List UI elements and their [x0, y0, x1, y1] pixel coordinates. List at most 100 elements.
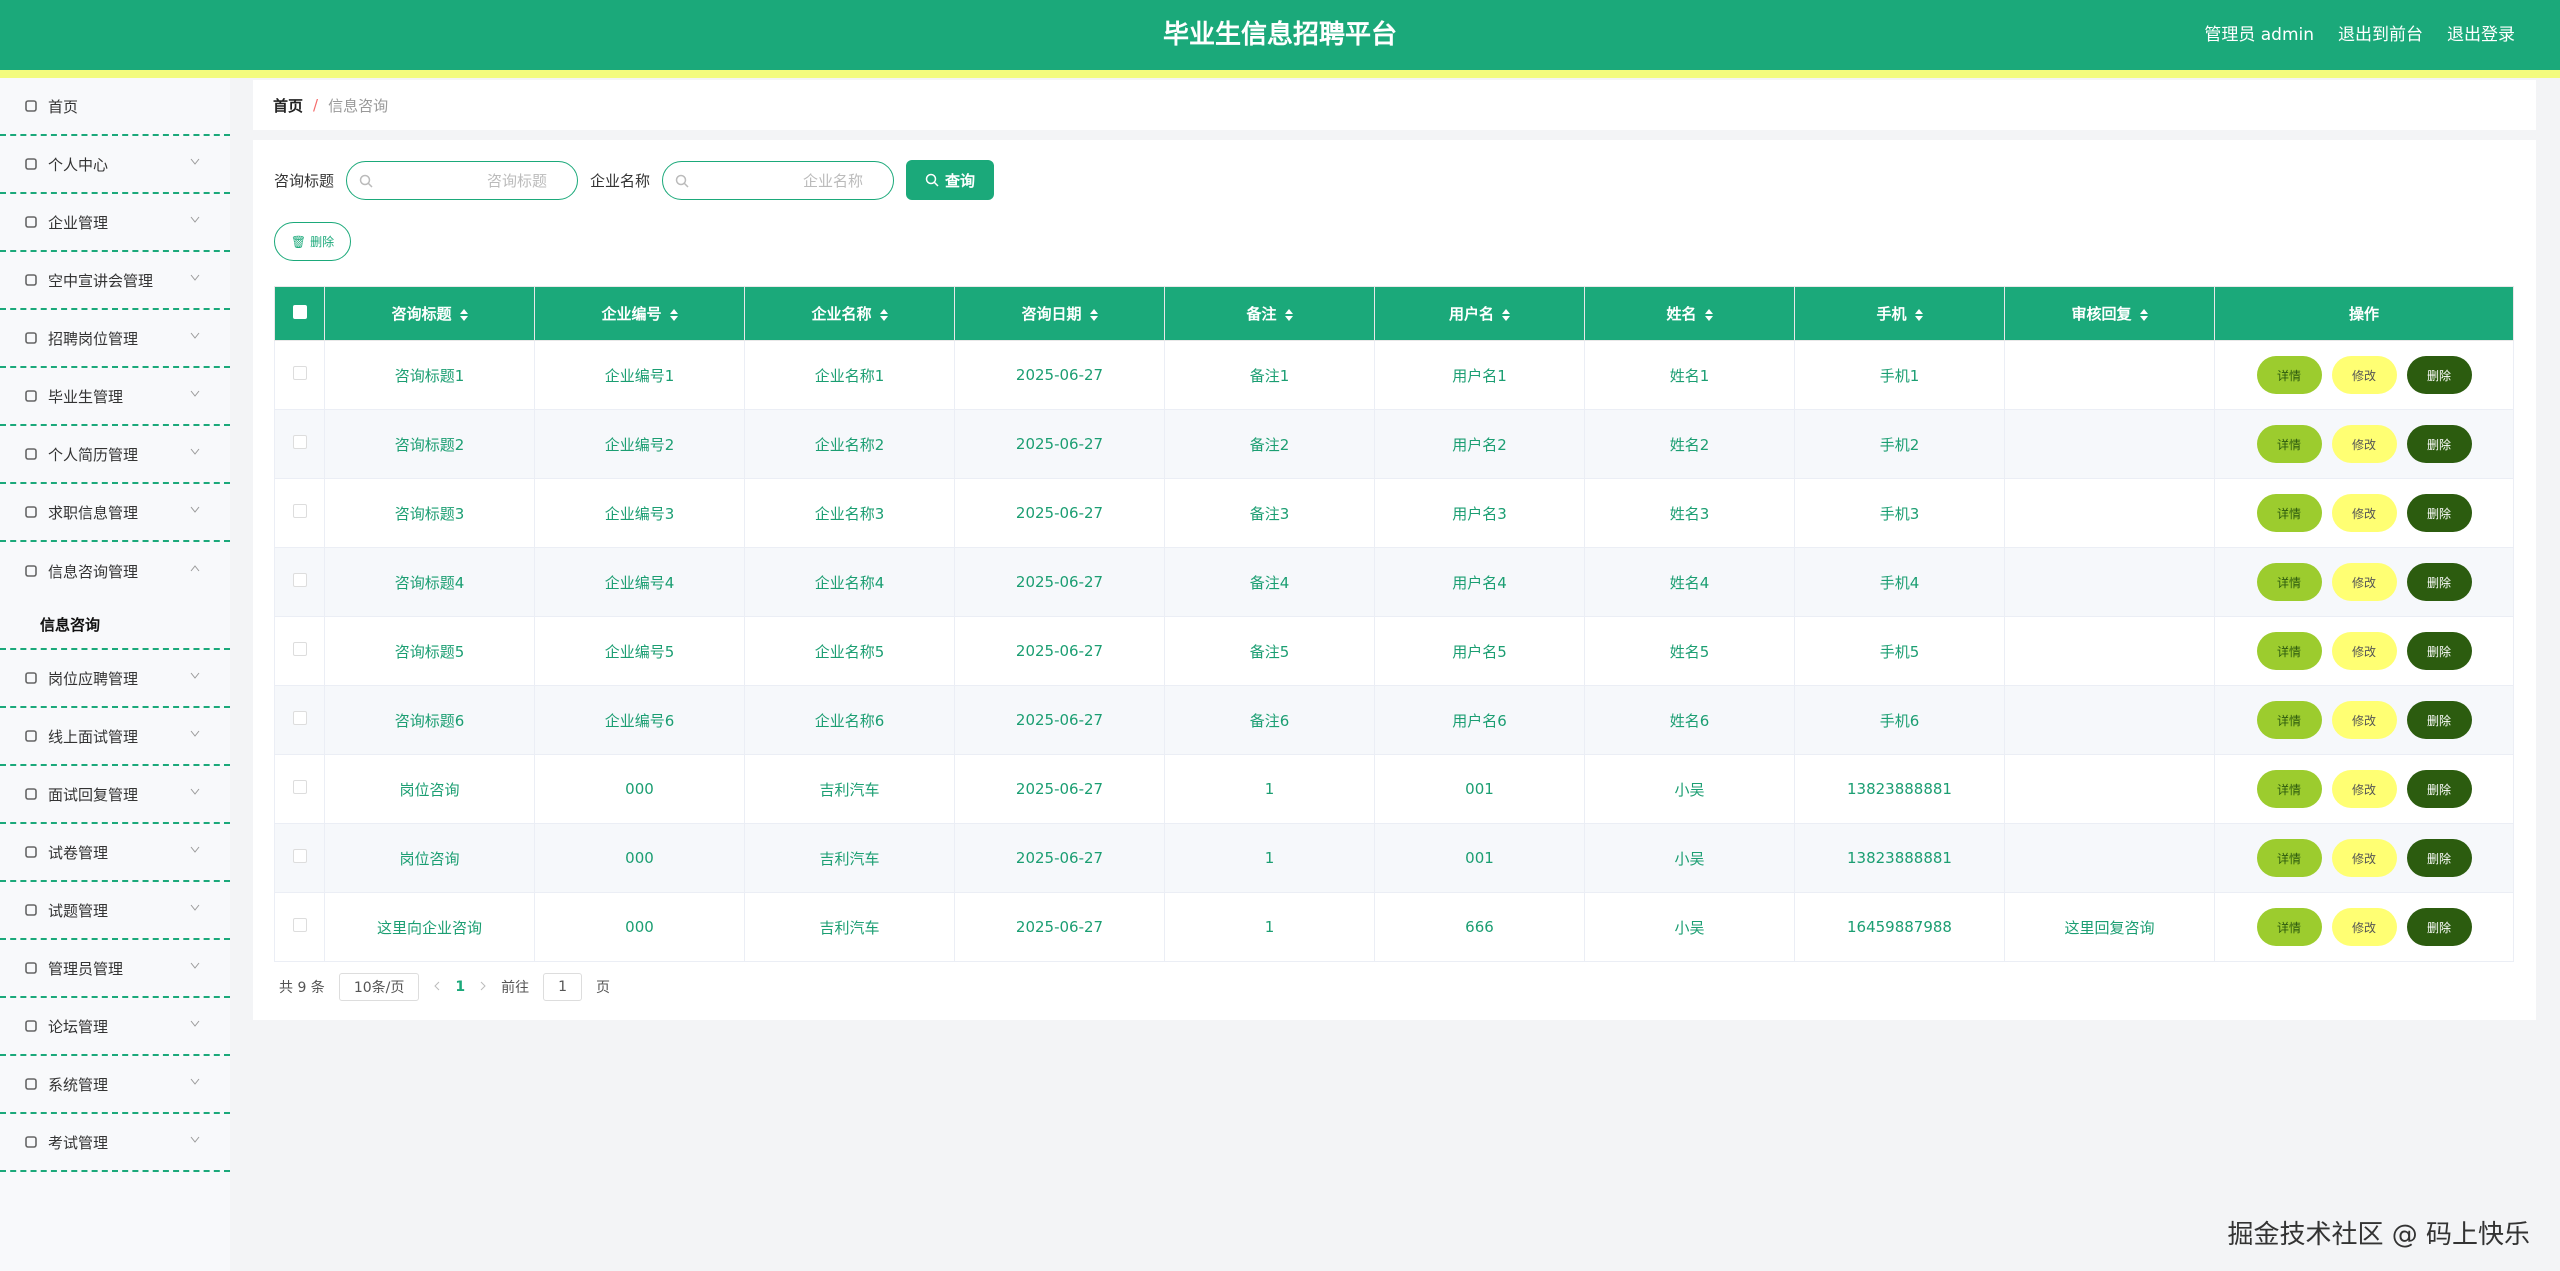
menu-item[interactable]: 空中宣讲会管理 [0, 252, 230, 310]
action-button[interactable]: 详情 [2256, 632, 2322, 670]
cell-text: 手机3 [1879, 504, 1920, 523]
action-button[interactable]: 删除 [2406, 356, 2472, 394]
action-button[interactable]: 详情 [2256, 425, 2322, 463]
action-button[interactable]: 详情 [2256, 356, 2322, 394]
search-input[interactable]: 企业名称 [662, 160, 895, 200]
table-row: 咨询标题1 企业编号1 企业名称1 2025-06-27 备注1 用户名1 姓名1 手机1 详情… [274, 340, 2514, 410]
front-link[interactable]: 退出到前台 [2338, 25, 2423, 45]
menu-item[interactable]: 试题管理 [0, 882, 230, 940]
menu-item[interactable]: 首页 [0, 78, 230, 136]
pagination: 共 9 条 10条/页 1 前往 1 页 [279, 972, 610, 1002]
menu-item[interactable]: 企业管理 [0, 194, 230, 252]
cell-text: 13823888881 [1847, 780, 1952, 798]
header-links: 管理员 admin 退出到前台 退出登录 [2204, 0, 2515, 70]
menu-item[interactable]: 系统管理 [0, 1056, 230, 1114]
menu-item[interactable]: 试卷管理 [0, 824, 230, 882]
column-header: 姓名 [1584, 286, 1795, 341]
menu-item[interactable]: 管理员管理 [0, 940, 230, 998]
cell-text: 小吴 [1674, 918, 1705, 937]
cell: 这里向企业咨询 [324, 892, 535, 962]
cell-text: 2025-06-27 [1015, 435, 1104, 453]
goto-input[interactable]: 1 [543, 973, 583, 1001]
menu-item[interactable]: 个人中心 [0, 136, 230, 194]
cell-text: 吉利汽车 [819, 918, 880, 937]
action-button[interactable]: 修改 [2331, 632, 2397, 670]
menu-item[interactable]: 岗位应聘管理 [0, 650, 230, 708]
column-title: 操作 [2348, 305, 2379, 323]
menu-label: 毕业生管理 [48, 387, 124, 406]
header-checkbox[interactable] [274, 286, 325, 341]
cell-text: 用户名2 [1452, 435, 1507, 454]
action-button[interactable]: 删除 [2406, 563, 2472, 601]
logout-link[interactable]: 退出登录 [2447, 25, 2515, 45]
menu-item[interactable]: 信息咨询管理 [0, 542, 230, 600]
column-title: 姓名 [1666, 305, 1697, 323]
action-button[interactable]: 详情 [2256, 770, 2322, 808]
prev[interactable] [433, 979, 441, 995]
action-button[interactable]: 详情 [2256, 839, 2322, 877]
action-button[interactable]: 修改 [2331, 908, 2397, 946]
menu-item[interactable]: 论坛管理 [0, 998, 230, 1056]
row-checkbox[interactable] [274, 340, 325, 410]
column-title: 企业编号 [601, 305, 662, 323]
delete-button[interactable]: 🗑 删除 [274, 222, 351, 261]
action-button[interactable]: 修改 [2331, 770, 2397, 808]
actions: 详情 修改 删除 [2214, 409, 2514, 479]
column-title: 备注 [1246, 305, 1277, 323]
action-button[interactable]: 详情 [2256, 908, 2322, 946]
menu-item[interactable]: 考试管理 [0, 1114, 230, 1172]
cell [2004, 616, 2215, 686]
menu-item[interactable]: 求职信息管理 [0, 484, 230, 542]
action-button[interactable]: 删除 [2406, 425, 2472, 463]
goto-label: 前往 [501, 980, 530, 996]
table-row: 岗位咨询 000 吉利汽车 2025-06-27 1 001 小吴 13823888881 详情… [274, 823, 2514, 893]
cell: 岗位咨询 [324, 823, 535, 893]
column-header: 手机 [1794, 286, 2005, 341]
cell: 2025-06-27 [954, 892, 1165, 962]
action-button[interactable]: 删除 [2406, 701, 2472, 739]
page-size[interactable]: 10条/页 [338, 973, 420, 1001]
menu-label: 个人简历管理 [48, 445, 139, 464]
row-checkbox[interactable] [274, 685, 325, 755]
action-button[interactable]: 修改 [2331, 494, 2397, 532]
cell: 企业名称2 [744, 409, 955, 479]
action-button[interactable]: 删除 [2406, 632, 2472, 670]
table-row: 咨询标题4 企业编号4 企业名称4 2025-06-27 备注4 用户名4 姓名4 手机4 详情… [274, 547, 2514, 617]
row-checkbox[interactable] [274, 478, 325, 548]
action-button[interactable]: 删除 [2406, 770, 2472, 808]
row-checkbox[interactable] [274, 823, 325, 893]
action-button[interactable]: 修改 [2331, 839, 2397, 877]
action-button[interactable]: 删除 [2406, 908, 2472, 946]
cell-text: 企业名称2 [814, 435, 885, 454]
menu-item[interactable]: 面试回复管理 [0, 766, 230, 824]
search-button[interactable]: 查询 [906, 160, 995, 200]
search-input[interactable]: 咨询标题 [346, 160, 579, 200]
cell: 咨询标题2 [324, 409, 535, 479]
row-checkbox[interactable] [274, 892, 325, 962]
action-button[interactable]: 修改 [2331, 701, 2397, 739]
action-button[interactable]: 修改 [2331, 425, 2397, 463]
cell: 用户名6 [1374, 685, 1585, 755]
row-checkbox[interactable] [274, 616, 325, 686]
crumb-home[interactable]: 首页 [273, 96, 304, 115]
next[interactable] [479, 979, 487, 995]
row-checkbox[interactable] [274, 754, 325, 824]
cell: 岗位咨询 [324, 754, 535, 824]
action-button[interactable]: 详情 [2256, 494, 2322, 532]
action-button[interactable]: 详情 [2256, 563, 2322, 601]
page-number[interactable]: 1 [455, 979, 466, 995]
cell: 用户名5 [1374, 616, 1585, 686]
cell-text: 企业名称4 [814, 573, 885, 592]
action-button[interactable]: 详情 [2256, 701, 2322, 739]
menu-item[interactable]: 线上面试管理 [0, 708, 230, 766]
menu-item[interactable]: 招聘岗位管理 [0, 310, 230, 368]
row-checkbox[interactable] [274, 409, 325, 479]
menu-item[interactable]: 毕业生管理 [0, 368, 230, 426]
action-button[interactable]: 修改 [2331, 356, 2397, 394]
action-button[interactable]: 修改 [2331, 563, 2397, 601]
submenu-item[interactable]: 信息咨询 [0, 600, 230, 650]
row-checkbox[interactable] [274, 547, 325, 617]
action-button[interactable]: 删除 [2406, 494, 2472, 532]
menu-item[interactable]: 个人简历管理 [0, 426, 230, 484]
action-button[interactable]: 删除 [2406, 839, 2472, 877]
